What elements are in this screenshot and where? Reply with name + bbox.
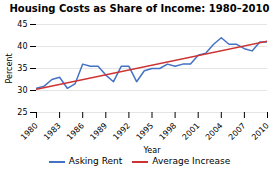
svg-text:2001: 2001 (181, 121, 202, 142)
svg-text:Year: Year (143, 146, 162, 155)
svg-text:1989: 1989 (88, 121, 109, 142)
svg-text:40: 40 (17, 42, 27, 51)
svg-text:Percent: Percent (5, 53, 14, 83)
svg-text:1980: 1980 (19, 121, 40, 142)
svg-text:45: 45 (17, 20, 27, 29)
html-text:Average Increase: Average Increase (152, 156, 231, 166)
html-text:Housing Costs as Share of Inco: Housing Costs as Share of Income: 1980–2… (9, 3, 270, 14)
svg-text:2010: 2010 (250, 121, 271, 142)
svg-text:1986: 1986 (65, 121, 86, 142)
svg-text:1995: 1995 (134, 121, 155, 142)
html-text:Asking Rent: Asking Rent (68, 156, 123, 166)
svg-text:2004: 2004 (204, 121, 225, 142)
svg-text:1992: 1992 (111, 121, 132, 142)
svg-text:2007: 2007 (227, 121, 248, 142)
svg-text:1983: 1983 (42, 121, 63, 142)
svg-text:25: 25 (17, 108, 27, 117)
svg-text:1998: 1998 (158, 121, 179, 142)
svg-text:30: 30 (17, 86, 27, 95)
svg-text:35: 35 (17, 64, 27, 73)
